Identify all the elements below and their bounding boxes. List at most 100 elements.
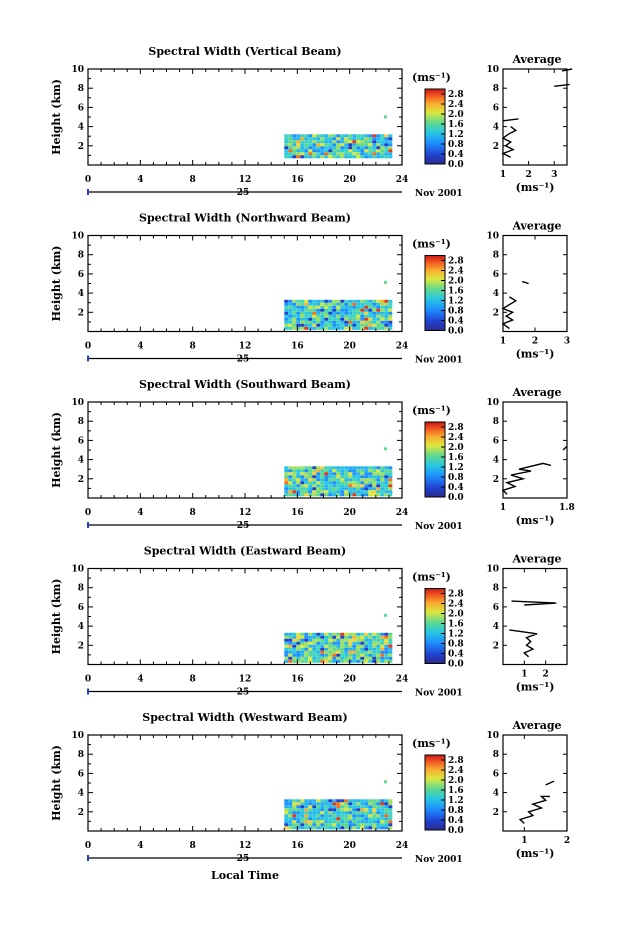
heatmap-cell: [296, 323, 301, 327]
heatmap-cell: [296, 826, 301, 830]
heatmap-cell: [324, 308, 329, 312]
heatmap-cell: [312, 472, 317, 476]
heatmap-cell: [356, 320, 361, 324]
heatmap-cell: [332, 650, 337, 654]
heatmap-cell: [288, 805, 293, 809]
heatmap-cell: [372, 653, 377, 657]
heatmap-cell: [336, 487, 341, 491]
heatmap-cell: [320, 635, 325, 639]
heatmap-cell: [288, 641, 293, 645]
heatmap-cell: [304, 308, 309, 312]
heatmap-cell: [284, 805, 289, 809]
heatmap-cell: [356, 146, 361, 150]
heatmap-cell: [304, 823, 309, 827]
date-label: Nov 2001: [415, 189, 463, 199]
heatmap-cell: [292, 317, 297, 321]
heatmap-cell: [288, 802, 293, 806]
heatmap-cell: [320, 137, 325, 141]
heatmap-cell: [364, 805, 369, 809]
heatmap-cell: [284, 644, 289, 648]
heatmap-cell: [380, 143, 385, 147]
heatmap-cell: [364, 323, 369, 327]
heatmap-cell: [340, 656, 345, 660]
heatmap-cell: [344, 823, 349, 827]
heatmap-cell: [328, 149, 333, 153]
heatmap-cell: [356, 820, 361, 824]
heatmap-cell: [332, 653, 337, 657]
x-axis-label: Local Time: [211, 869, 279, 882]
heatmap-cell: [316, 481, 321, 485]
heatmap-cell: [384, 143, 389, 147]
heatmap-cell: [304, 299, 309, 303]
heatmap-cell: [288, 644, 293, 648]
heatmap-cell: [328, 823, 333, 827]
heatmap-data: [284, 115, 393, 159]
heatmap-cell: [292, 481, 297, 485]
heatmap-cell: [284, 635, 289, 639]
heatmap-cell: [356, 659, 361, 663]
heatmap-cell: [296, 478, 301, 482]
heatmap-cell: [336, 817, 341, 821]
heatmap-cell: [348, 811, 353, 815]
heatmap-cell: [384, 326, 389, 330]
heatmap-cell: [304, 811, 309, 815]
heatmap-cell: [384, 802, 389, 806]
heatmap-cell: [344, 826, 349, 830]
heatmap-cell: [340, 149, 345, 153]
heatmap-cell: [356, 799, 361, 803]
heatmap-cell: [356, 826, 361, 830]
heatmap-cell: [376, 635, 381, 639]
y-tick-label: 6: [78, 270, 84, 280]
heatmap-cell: [344, 493, 349, 497]
heatmap-cell: [388, 469, 393, 473]
heatmap-cell: [288, 134, 293, 138]
heatmap-cell: [324, 134, 329, 138]
average-profile-line: [545, 780, 555, 786]
heatmap-cell: [340, 305, 345, 309]
heatmap-cell: [368, 472, 373, 476]
heatmap-cell: [352, 493, 357, 497]
heatmap-cell: [292, 149, 297, 153]
heatmap-cell: [296, 308, 301, 312]
heatmap-cell: [284, 308, 289, 312]
heatmap-cell: [320, 478, 325, 482]
heatmap-cell: [344, 302, 349, 306]
heatmap-cell: [308, 811, 313, 815]
heatmap-cell: [368, 808, 373, 812]
heatmap-cell: [360, 808, 365, 812]
heatmap-cell: [316, 134, 321, 138]
average-y-tick-label: 10: [486, 65, 499, 75]
heatmap-cell: [340, 799, 345, 803]
heatmap-cell: [336, 653, 341, 657]
heatmap-cell: [292, 653, 297, 657]
heatmap-cell: [284, 466, 289, 470]
heatmap-cell: [316, 326, 321, 330]
heatmap-cell: [360, 805, 365, 809]
heatmap-cell: [328, 641, 333, 645]
heatmap-cell: [352, 635, 357, 639]
heatmap-cell: [332, 820, 337, 824]
heatmap-cell: [300, 493, 305, 497]
heatmap-cell: [332, 152, 337, 156]
heatmap-cell: [288, 317, 293, 321]
heatmap-cell: [312, 490, 317, 494]
heatmap-cell: [292, 799, 297, 803]
heatmap-speck: [383, 613, 387, 617]
heatmap-cell: [336, 152, 341, 156]
heatmap-cell: [300, 472, 305, 476]
heatmap-cell: [372, 484, 377, 488]
heatmap-data: [284, 447, 393, 497]
heatmap-cell: [284, 647, 289, 651]
heatmap-cell: [376, 299, 381, 303]
heatmap-cell: [312, 493, 317, 497]
heatmap-cell: [320, 146, 325, 150]
heatmap-cell: [332, 143, 337, 147]
heatmap-cell: [296, 475, 301, 479]
heatmap-cell: [348, 314, 353, 318]
heatmap-cell: [316, 802, 321, 806]
heatmap-cell: [360, 469, 365, 473]
heatmap-cell: [340, 814, 345, 818]
heatmap-cell: [304, 805, 309, 809]
heatmap-cell: [308, 647, 313, 651]
